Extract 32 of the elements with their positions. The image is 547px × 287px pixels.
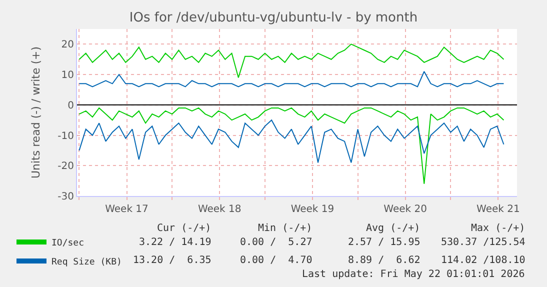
y-tick-label: 0 [68, 100, 74, 112]
line-series [78, 120, 504, 164]
text: 2.57 / 15.95 [348, 237, 420, 248]
x-tick-label: Week 19 [290, 204, 334, 215]
x-tick-label: Week 18 [198, 204, 242, 215]
text: 0.00 / 4.70 [240, 255, 312, 266]
y-axis-title: Units read (-) / write (+) [29, 46, 42, 179]
text: 13.20 / 6.35 [133, 255, 212, 266]
y-tick-label: 10 [61, 70, 74, 82]
text: 8.89 / 6.62 [348, 255, 420, 266]
y-tick-label: -20 [58, 161, 74, 172]
x-tick-label: Week 17 [105, 204, 148, 215]
y-tick-label: -10 [58, 130, 74, 142]
text: 530.37 /125.54 [441, 237, 526, 248]
text: Avg (-/+) [366, 223, 420, 234]
text: 0.00 / 5.27 [240, 237, 312, 248]
text: Max (-/+) [471, 223, 526, 234]
y-tick-label: 20 [61, 40, 74, 51]
text: Min (-/+) [258, 223, 312, 234]
legend-label: Req Size (KB) [51, 258, 122, 268]
text: Cur (-/+) [157, 223, 212, 234]
legend-label: IO/sec [51, 238, 84, 248]
line-series [78, 71, 504, 88]
chart-title: IOs for /dev/ubuntu-vg/ubuntu-lv - by month [129, 10, 418, 26]
y-tick-label: -30 [58, 192, 74, 202]
line-series [78, 44, 504, 78]
text: Last update: Fri May 22 01:01:01 2026 [302, 269, 525, 280]
line-series [78, 107, 504, 184]
x-tick-label: Week 20 [384, 204, 427, 215]
x-tick-label: Week 21 [476, 204, 520, 215]
text: 114.02 /108.10 [441, 255, 526, 266]
text: 3.22 / 14.19 [139, 237, 212, 248]
